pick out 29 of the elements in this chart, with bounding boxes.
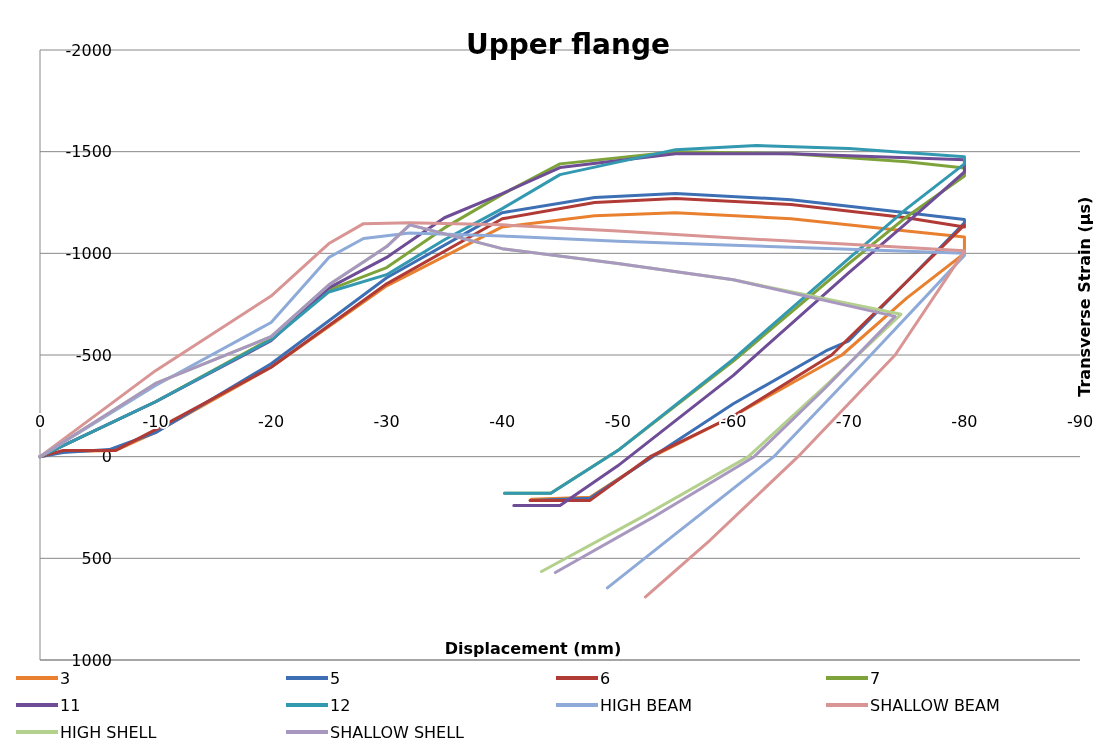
y-tick-label: 500 bbox=[81, 548, 112, 568]
x-tick-label: -80 bbox=[951, 411, 978, 431]
y-tick-label: -1500 bbox=[65, 142, 112, 162]
legend-label: SHALLOW SHELL bbox=[330, 722, 465, 742]
x-tick-label: -30 bbox=[373, 411, 400, 431]
x-tick-label: -90 bbox=[1066, 411, 1094, 431]
legend-label: 3 bbox=[60, 668, 71, 688]
y-axis-title: Transverse Strain (µs) bbox=[1075, 196, 1094, 397]
legend-label: 6 bbox=[600, 668, 611, 688]
y-tick-label: -500 bbox=[75, 345, 112, 365]
x-tick-label: -60 bbox=[720, 411, 747, 431]
chart-title: Upper flange bbox=[466, 28, 670, 61]
legend-label: 5 bbox=[330, 668, 341, 688]
y-tick-label: -1000 bbox=[65, 243, 112, 263]
legend-label: 7 bbox=[870, 668, 881, 688]
legend-label: HIGH BEAM bbox=[600, 695, 693, 715]
legend-label: 11 bbox=[60, 695, 81, 715]
x-tick-label: 0 bbox=[34, 411, 46, 431]
legend-label: 12 bbox=[330, 695, 351, 715]
legend-label: HIGH SHELL bbox=[60, 722, 157, 742]
x-tick-label: -70 bbox=[835, 411, 862, 431]
x-tick-label: -40 bbox=[489, 411, 516, 431]
x-tick-label: -50 bbox=[604, 411, 631, 431]
x-tick-label: -20 bbox=[258, 411, 285, 431]
y-tick-label: 1000 bbox=[71, 650, 112, 670]
legend-label: SHALLOW BEAM bbox=[870, 695, 1000, 715]
x-axis-title: Displacement (mm) bbox=[444, 639, 622, 658]
y-tick-label: -2000 bbox=[65, 40, 112, 60]
x-tick-label: -10 bbox=[142, 411, 169, 431]
